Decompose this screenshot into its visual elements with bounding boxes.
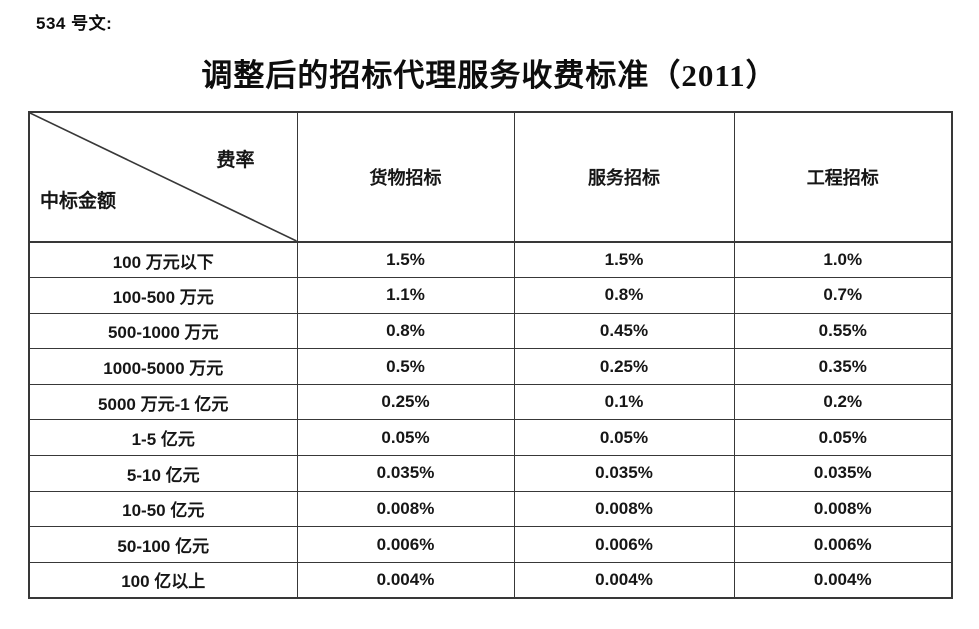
corner-header-cell: 费率 中标金额	[28, 111, 298, 243]
fee-cell: 0.05%	[733, 419, 953, 457]
fee-cell: 0.006%	[296, 526, 515, 563]
row-label: 10-50 亿元	[28, 490, 298, 528]
fee-cell: 0.2%	[733, 383, 953, 421]
fee-cell: 0.035%	[513, 455, 735, 492]
doc-ref-label: 534 号文:	[36, 14, 113, 33]
fee-cell: 0.5%	[296, 348, 515, 385]
column-header-goods-tender: 货物招标	[296, 111, 515, 243]
fee-cell: 0.004%	[733, 561, 953, 599]
fee-cell: 0.45%	[513, 312, 735, 350]
fee-cell: 0.1%	[513, 383, 735, 421]
fee-cell: 0.05%	[296, 419, 515, 457]
fee-cell: 0.004%	[513, 561, 735, 599]
column-header-works-tender: 工程招标	[733, 111, 953, 243]
fee-cell: 0.8%	[296, 312, 515, 350]
fee-standards-table: 费率 中标金额 货物招标 服务招标 工程招标 100 万元以下 1.5% 1.5…	[28, 111, 953, 599]
table-row: 1000-5000 万元 0.5% 0.25% 0.35%	[28, 348, 953, 385]
fee-cell: 0.25%	[513, 348, 735, 385]
diagonal-divider-line	[30, 113, 297, 241]
fee-cell: 0.008%	[513, 490, 735, 528]
fee-cell: 1.1%	[296, 277, 515, 314]
fee-cell: 1.5%	[513, 241, 735, 279]
fee-cell: 0.25%	[296, 383, 515, 421]
table-row: 100 亿以上 0.004% 0.004% 0.004%	[28, 561, 953, 599]
table-row: 50-100 亿元 0.006% 0.006% 0.006%	[28, 526, 953, 563]
row-label: 500-1000 万元	[28, 312, 298, 350]
row-label: 100 万元以下	[28, 241, 298, 279]
fee-cell: 0.035%	[296, 455, 515, 492]
row-label: 1-5 亿元	[28, 419, 298, 457]
fee-cell: 0.008%	[296, 490, 515, 528]
table-row: 10-50 亿元 0.008% 0.008% 0.008%	[28, 490, 953, 528]
fee-cell: 0.35%	[733, 348, 953, 385]
fee-cell: 1.0%	[733, 241, 953, 279]
table-row: 500-1000 万元 0.8% 0.45% 0.55%	[28, 312, 953, 350]
fee-cell: 0.05%	[513, 419, 735, 457]
table-row: 100 万元以下 1.5% 1.5% 1.0%	[28, 241, 953, 279]
fee-cell: 0.008%	[733, 490, 953, 528]
fee-cell: 0.8%	[513, 277, 735, 314]
row-label: 100 亿以上	[28, 561, 298, 599]
corner-label-rate: 费率	[216, 150, 255, 171]
fee-cell: 0.006%	[513, 526, 735, 563]
fee-cell: 0.004%	[296, 561, 515, 599]
table-row: 5000 万元-1 亿元 0.25% 0.1% 0.2%	[28, 383, 953, 421]
row-label: 100-500 万元	[28, 277, 298, 314]
header-row: 费率 中标金额 货物招标 服务招标 工程招标	[28, 111, 953, 243]
column-header-service-tender: 服务招标	[513, 111, 735, 243]
row-label: 50-100 亿元	[28, 526, 298, 563]
fee-cell: 0.035%	[733, 455, 953, 492]
row-label: 5-10 亿元	[28, 455, 298, 492]
row-label: 1000-5000 万元	[28, 348, 298, 385]
table-row: 5-10 亿元 0.035% 0.035% 0.035%	[28, 455, 953, 492]
corner-label-bid-amount: 中标金额	[40, 191, 117, 212]
fee-cell: 0.006%	[733, 526, 953, 563]
row-label: 5000 万元-1 亿元	[28, 383, 298, 421]
fee-cell: 0.55%	[733, 312, 953, 350]
table-row: 1-5 亿元 0.05% 0.05% 0.05%	[28, 419, 953, 457]
fee-cell: 0.7%	[733, 277, 953, 314]
fee-cell: 1.5%	[296, 241, 515, 279]
doc-title: 调整后的招标代理服务收费标准（2011）	[201, 58, 778, 93]
table-row: 100-500 万元 1.1% 0.8% 0.7%	[28, 277, 953, 314]
